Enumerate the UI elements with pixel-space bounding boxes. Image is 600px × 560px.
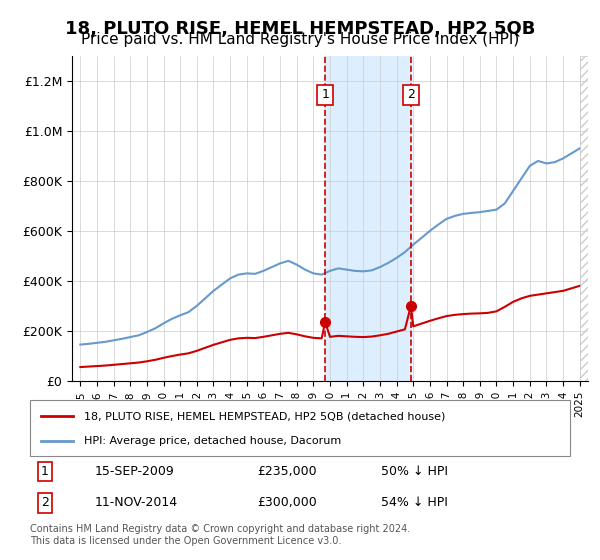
FancyBboxPatch shape: [30, 400, 570, 456]
Text: 18, PLUTO RISE, HEMEL HEMPSTEAD, HP2 5QB (detached house): 18, PLUTO RISE, HEMEL HEMPSTEAD, HP2 5QB…: [84, 411, 445, 421]
Text: 2: 2: [41, 496, 49, 510]
Text: £235,000: £235,000: [257, 465, 316, 478]
Text: 2: 2: [407, 88, 415, 101]
Text: 11-NOV-2014: 11-NOV-2014: [95, 496, 178, 510]
Text: 50% ↓ HPI: 50% ↓ HPI: [381, 465, 448, 478]
Text: 54% ↓ HPI: 54% ↓ HPI: [381, 496, 448, 510]
Text: HPI: Average price, detached house, Dacorum: HPI: Average price, detached house, Daco…: [84, 436, 341, 446]
Text: 1: 1: [41, 465, 49, 478]
Text: 15-SEP-2009: 15-SEP-2009: [95, 465, 175, 478]
Bar: [325, 56, 411, 381]
Text: 18, PLUTO RISE, HEMEL HEMPSTEAD, HP2 5QB: 18, PLUTO RISE, HEMEL HEMPSTEAD, HP2 5QB: [65, 20, 535, 38]
Text: £300,000: £300,000: [257, 496, 317, 510]
Text: Price paid vs. HM Land Registry's House Price Index (HPI): Price paid vs. HM Land Registry's House …: [81, 32, 519, 48]
Text: 1: 1: [321, 88, 329, 101]
Text: Contains HM Land Registry data © Crown copyright and database right 2024.
This d: Contains HM Land Registry data © Crown c…: [30, 524, 410, 546]
